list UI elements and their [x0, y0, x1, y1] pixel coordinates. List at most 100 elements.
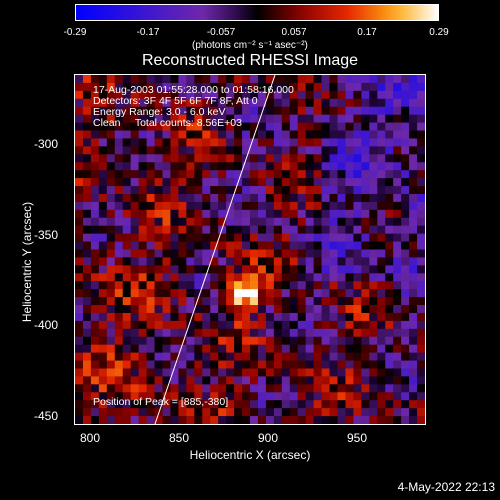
heatmap-cell — [273, 98, 283, 108]
heatmap-cell — [138, 106, 148, 116]
heatmap-cell — [226, 217, 235, 227]
heatmap-cell — [202, 90, 211, 100]
heatmap-cell — [106, 225, 116, 235]
heatmap-cell — [377, 352, 386, 362]
heatmap-cell — [401, 154, 410, 163]
heatmap-cell — [242, 368, 251, 378]
heatmap-cell — [265, 114, 275, 124]
heatmap-cell — [82, 392, 92, 401]
heatmap-cell — [138, 360, 148, 370]
heatmap-cell — [313, 368, 323, 378]
heatmap-cell — [130, 336, 140, 346]
heatmap-cell — [250, 305, 259, 314]
heatmap-cell — [82, 257, 92, 266]
heatmap-cell — [353, 400, 362, 409]
heatmap-cell — [194, 392, 203, 401]
heatmap-cell — [329, 408, 339, 417]
heatmap-cell — [250, 201, 259, 211]
heatmap-cell — [122, 297, 132, 306]
heatmap-cell — [106, 312, 116, 322]
heatmap-cell — [369, 217, 378, 227]
heatmap-cell — [170, 154, 179, 163]
heatmap-cell — [210, 360, 219, 370]
heatmap-cell — [162, 170, 172, 179]
heatmap-cell — [138, 281, 148, 290]
heatmap-cell — [321, 170, 331, 179]
heatmap-cell — [337, 130, 347, 140]
heatmap-cell — [265, 90, 275, 100]
heatmap-cell — [226, 178, 235, 187]
heatmap-cell — [202, 114, 211, 124]
heatmap-cell — [257, 297, 267, 306]
heatmap-cell — [265, 130, 275, 140]
heatmap-cell — [289, 289, 299, 298]
heatmap-cell — [82, 408, 92, 417]
heatmap-cell — [417, 130, 425, 140]
heatmap-cell — [106, 162, 116, 171]
heatmap-cell — [321, 186, 331, 195]
heatmap-cell — [75, 186, 84, 195]
heatmap-cell — [186, 130, 195, 140]
heatmap-cell — [417, 90, 425, 100]
heatmap-cell — [130, 209, 140, 219]
heatmap-cell — [75, 146, 84, 155]
heatmap-cell — [250, 344, 259, 354]
heatmap-cell — [186, 368, 195, 378]
heatmap-cell — [162, 289, 172, 298]
heatmap-cell — [106, 193, 116, 203]
heatmap-cell — [401, 360, 410, 370]
heatmap-cell — [242, 225, 251, 235]
heatmap-cell — [393, 376, 402, 385]
heatmap-cell — [401, 289, 410, 298]
heatmap-cell — [186, 344, 195, 354]
heatmap-cell — [146, 146, 156, 155]
heatmap-cell — [170, 170, 179, 179]
heatmap-cell — [154, 305, 164, 314]
heatmap-cell — [409, 281, 418, 290]
heatmap-cell — [321, 217, 331, 227]
heatmap-cell — [75, 392, 84, 401]
heatmap-cell — [250, 281, 259, 290]
heatmap-cell — [234, 368, 243, 378]
heatmap-cell — [226, 90, 235, 100]
heatmap-cell — [409, 75, 418, 84]
heatmap-cell — [138, 225, 148, 235]
heatmap-cell — [114, 289, 124, 298]
heatmap-cell — [98, 328, 108, 338]
heatmap-cell — [114, 122, 124, 132]
heatmap-cell — [210, 344, 219, 354]
heatmap-cell — [409, 233, 418, 243]
heatmap-cell — [297, 249, 307, 259]
heatmap-cell — [297, 312, 307, 322]
heatmap-cell — [234, 360, 243, 370]
heatmap-cell — [234, 225, 243, 235]
heatmap-cell — [98, 352, 108, 362]
heatmap-cell — [257, 408, 267, 417]
heatmap-cell — [130, 122, 140, 132]
heatmap-cell — [385, 344, 394, 354]
heatmap-cell — [162, 130, 172, 140]
heatmap-cell — [138, 130, 148, 140]
heatmap-cell — [265, 320, 275, 330]
heatmap-cell — [146, 241, 156, 251]
heatmap-cell — [329, 178, 339, 187]
heatmap-cell — [90, 241, 100, 251]
x-tick-label: 950 — [346, 431, 368, 445]
heatmap-cell — [273, 336, 283, 346]
image-plot-area[interactable]: 17-Aug-2003 01:55:28.000 to 01:58:16.000… — [74, 74, 426, 425]
heatmap-cell — [257, 217, 267, 227]
heatmap-cell — [393, 257, 402, 266]
heatmap-cell — [82, 241, 92, 251]
heatmap-cell — [226, 368, 235, 378]
heatmap-cell — [218, 400, 227, 409]
heatmap-cell — [122, 82, 132, 92]
heatmap-cell — [329, 201, 339, 211]
heatmap-cell — [337, 233, 347, 243]
heatmap-cell — [178, 241, 187, 251]
heatmap-cell — [75, 352, 84, 362]
heatmap-cell — [361, 75, 370, 84]
heatmap-cell — [75, 130, 84, 140]
heatmap-cell — [385, 416, 394, 424]
heatmap-cell — [281, 273, 291, 282]
heatmap-cell — [186, 106, 195, 116]
